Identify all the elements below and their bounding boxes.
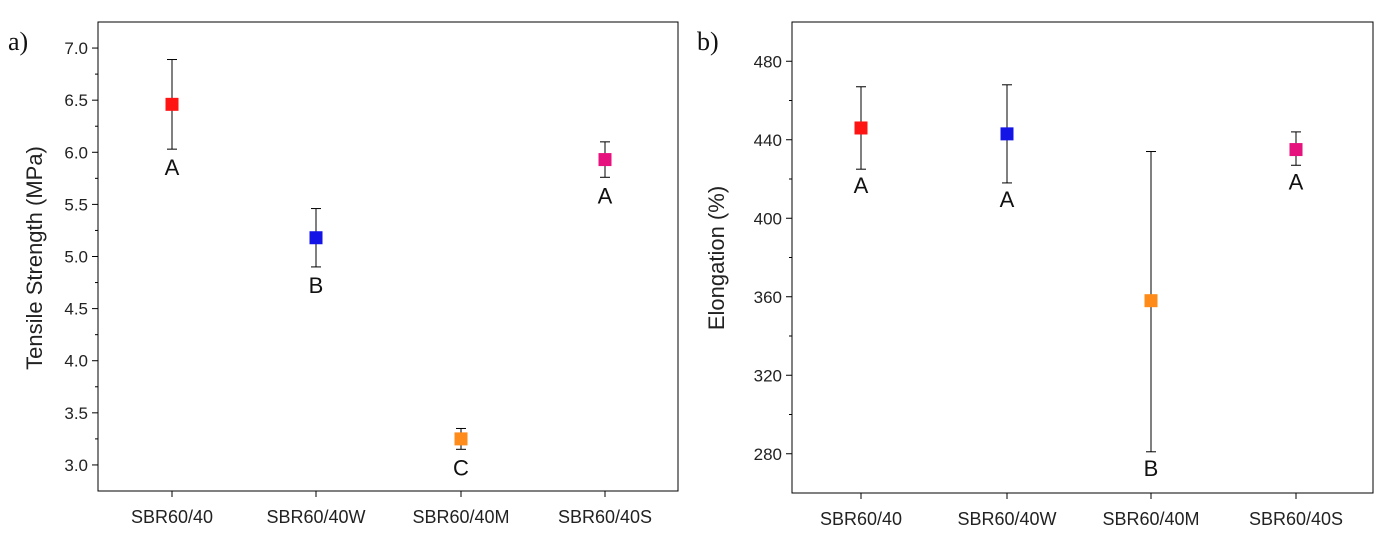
panel-b-data-point <box>1289 143 1303 157</box>
panel-a-y-tick-label: 5.0 <box>64 248 88 267</box>
panel-a-x-tick-label: SBR60/40 <box>131 507 213 527</box>
panel-a-y-tick-label: 3.0 <box>64 456 88 475</box>
panel-b-data-point <box>1000 127 1014 141</box>
panel-a-y-tick-label: 4.5 <box>64 300 88 319</box>
panel-b-y-tick-label: 320 <box>754 366 782 385</box>
panel-a-x-tick-label: SBR60/40W <box>266 507 365 527</box>
panel-a-y-tick-label: 5.5 <box>64 195 88 214</box>
panel-a-data-point <box>598 153 612 167</box>
panel-a-data-point <box>309 231 323 245</box>
panel-b-x-tick-label: SBR60/40 <box>820 509 902 529</box>
panel-b-data-point <box>854 121 868 135</box>
panel-a-y-tick-label: 4.0 <box>64 352 88 371</box>
panel-a-y-tick-label: 3.5 <box>64 404 88 423</box>
panel-a-y-tick-label: 7.0 <box>64 39 88 58</box>
panel-b-x-tick-label: SBR60/40W <box>957 509 1056 529</box>
panel-b-y-tick-label: 360 <box>754 288 782 307</box>
panel-a-data-point <box>165 97 179 111</box>
panel-a-y-tick-label: 6.5 <box>64 91 88 110</box>
panel-a-y-axis-title: Tensile Strength (MPa) <box>22 146 47 370</box>
panel-b-significance-label: A <box>854 173 869 198</box>
panel-a-marks: 3.0 3.5 4.0 4.5 5.0 5.5 6.0 6.5 7.0 SBR60/40 A SBR6… <box>64 39 652 527</box>
panel-a-data-point <box>454 432 468 446</box>
panel-b-y-tick-label: 280 <box>754 445 782 464</box>
panel-b: b) Elongation (%) 280 320 360 400 440 480 SBR6… <box>697 21 1374 529</box>
panel-a-significance-label: A <box>598 183 613 208</box>
panel-b-plot-frame <box>791 21 1374 494</box>
panel-b-x-tick-label: SBR60/40M <box>1102 509 1199 529</box>
panel-a-plot-frame <box>97 21 679 492</box>
panel-b-label: b) <box>697 27 719 56</box>
panel-b-significance-label: A <box>1289 169 1304 194</box>
panel-b-y-axis-title: Elongation (%) <box>704 186 729 330</box>
panel-a-label: a) <box>8 27 28 56</box>
panel-a: a) Tensile Strength (MPa) 3.0 3.5 4.0 4.5 5.… <box>8 21 679 527</box>
panel-a-significance-label: C <box>453 455 469 480</box>
panel-a-y-tick-label: 6.0 <box>64 143 88 162</box>
panel-b-y-tick-label: 400 <box>754 209 782 228</box>
panel-b-y-tick-label: 440 <box>754 131 782 150</box>
panel-b-x-tick-label: SBR60/40S <box>1249 509 1343 529</box>
panel-a-significance-label: A <box>165 155 180 180</box>
panel-a-x-tick-label: SBR60/40S <box>558 507 652 527</box>
panel-a-x-tick-label: SBR60/40M <box>412 507 509 527</box>
panel-b-significance-label: B <box>1144 456 1159 481</box>
panel-b-data-point <box>1144 294 1158 308</box>
panel-b-marks: 280 320 360 400 440 480 SBR60/40 A SBR60/40W A SBR… <box>754 52 1343 529</box>
panel-b-y-tick-label: 480 <box>754 52 782 71</box>
panel-a-significance-label: B <box>309 273 324 298</box>
panel-b-significance-label: A <box>1000 187 1015 212</box>
